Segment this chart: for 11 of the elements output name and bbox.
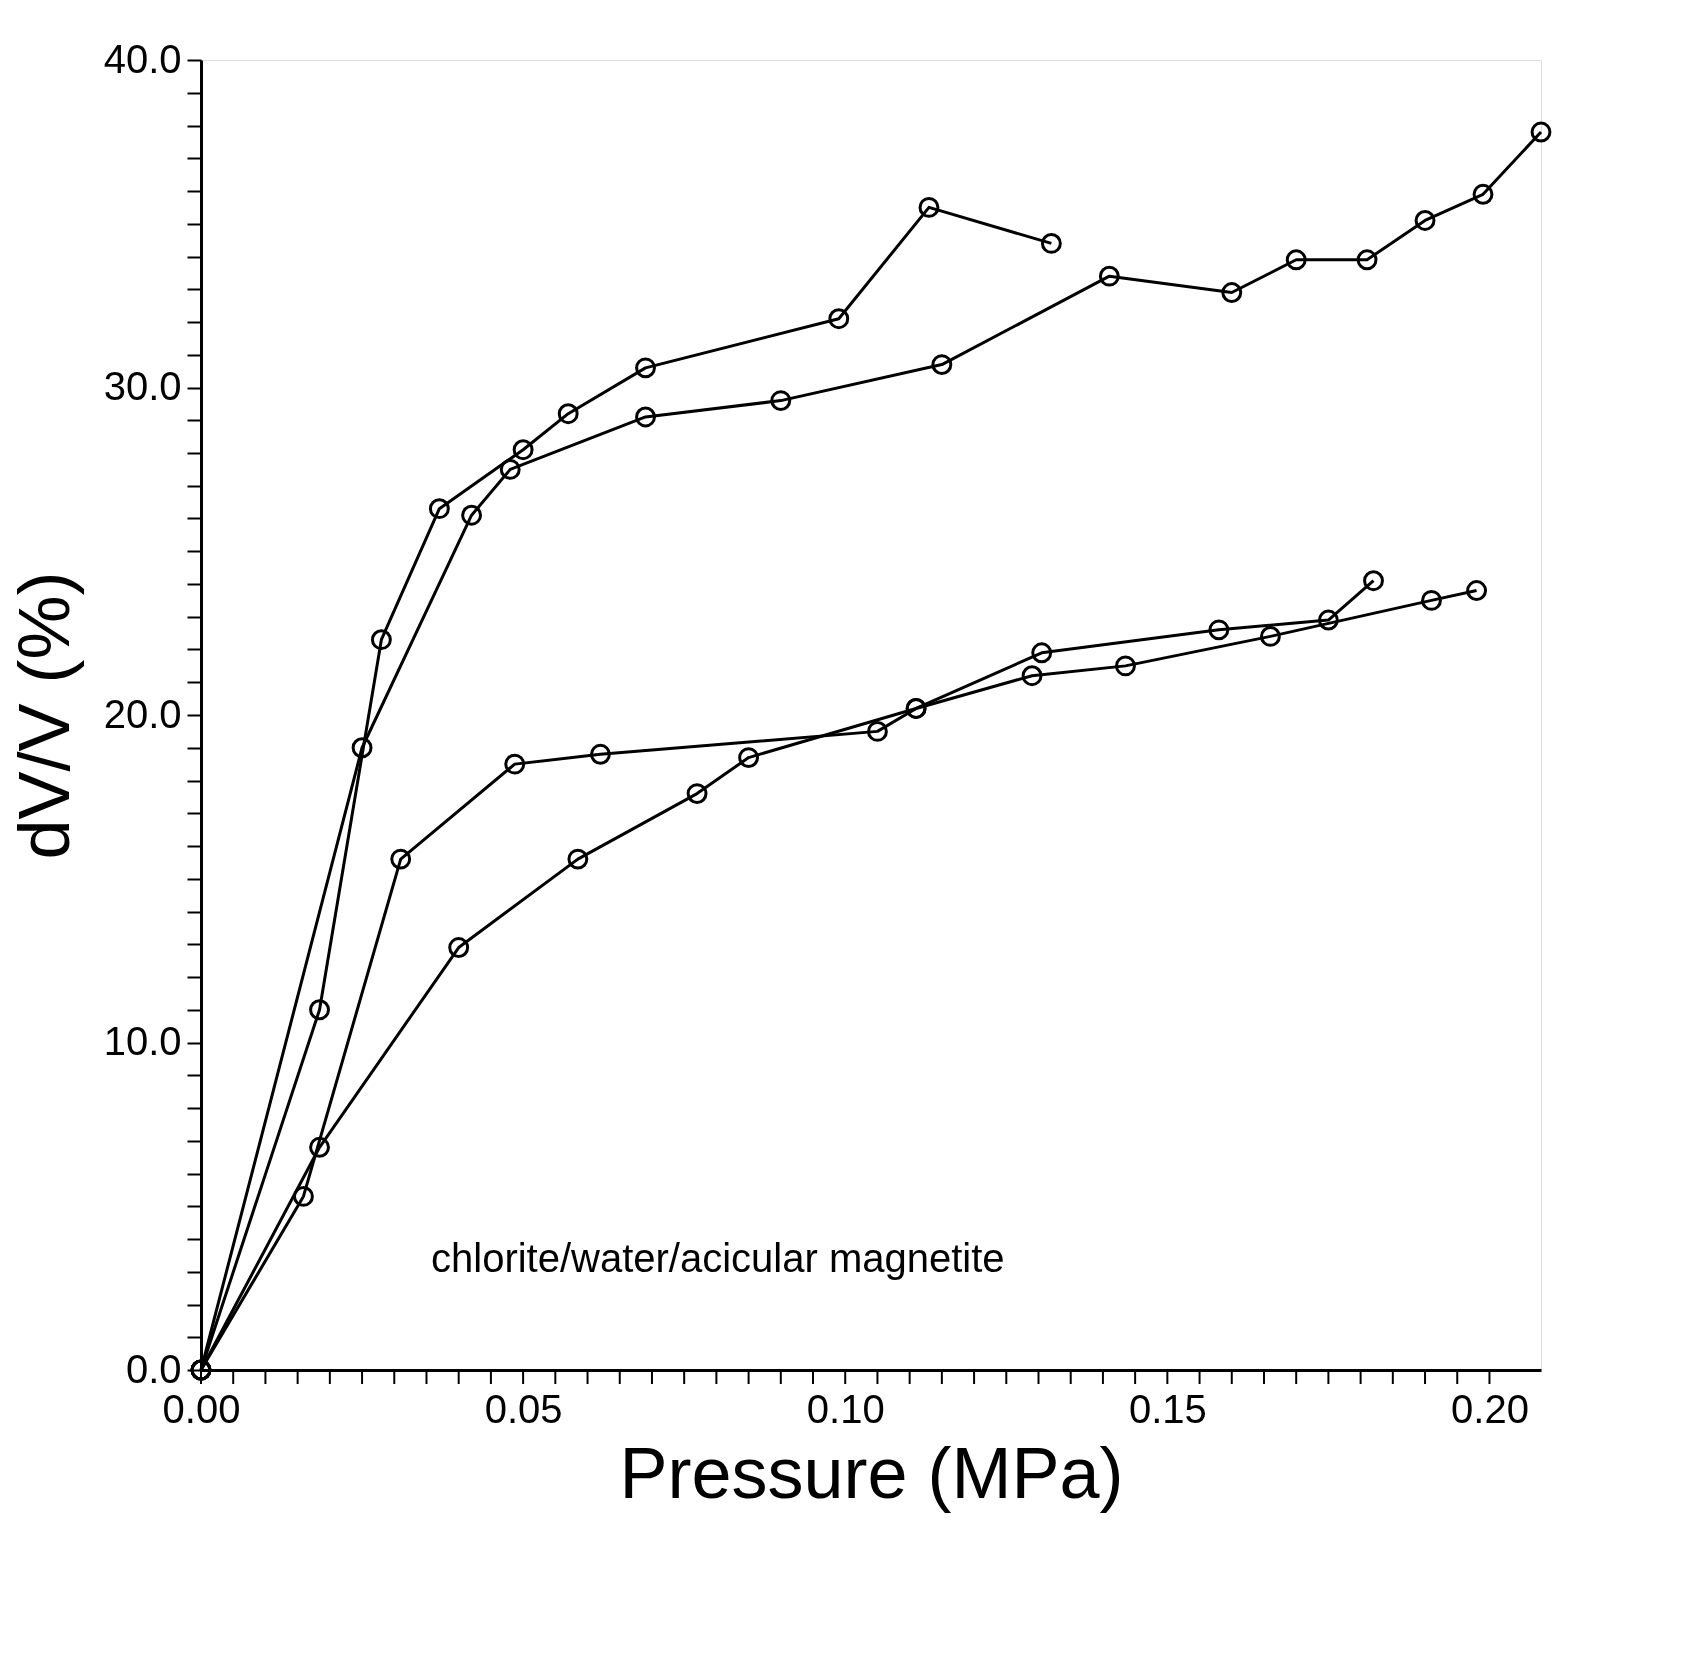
- x-tick-label: 0.20: [1451, 1386, 1529, 1431]
- y-tick-label: 10.0: [103, 1019, 182, 1063]
- x-axis-title: Pressure (MPa): [619, 1432, 1124, 1513]
- x-tick-label: 0.10: [806, 1386, 885, 1431]
- annotation: chlorite/water/acicular magnetite: [431, 1236, 1005, 1280]
- x-tick-label: 0.05: [484, 1386, 563, 1431]
- y-axis-title: dV/V (%): [3, 571, 84, 860]
- y-tick-label: 30.0: [103, 364, 182, 408]
- x-tick-label: 0.15: [1128, 1386, 1207, 1431]
- y-tick-label: 20.0: [103, 691, 182, 736]
- y-tick-label: 40.0: [103, 36, 182, 81]
